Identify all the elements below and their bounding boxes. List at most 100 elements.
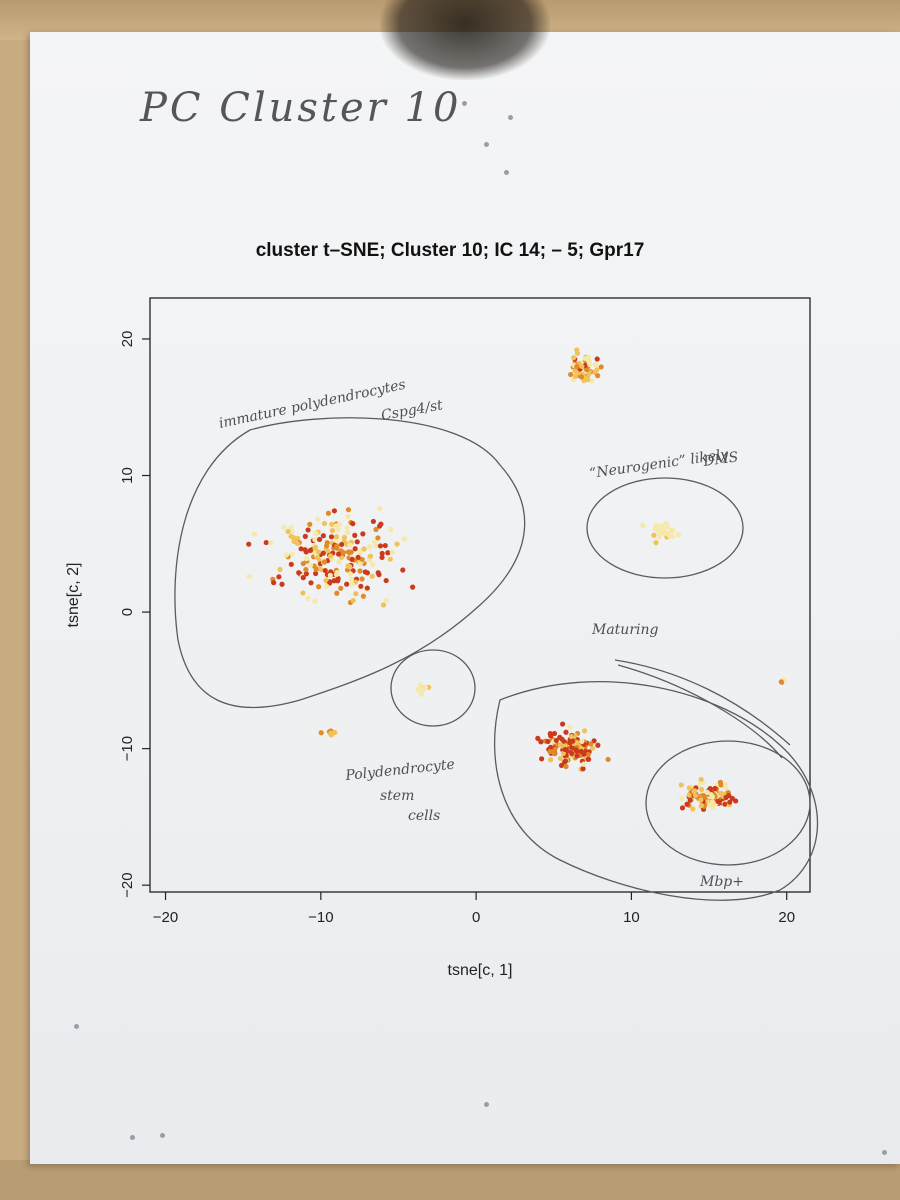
data-point (364, 570, 371, 576)
data-point (359, 576, 365, 582)
data-point (579, 363, 585, 369)
data-point (387, 556, 393, 562)
data-point (373, 526, 379, 533)
data-point (295, 535, 301, 542)
data-point (288, 561, 294, 567)
data-point (574, 753, 580, 759)
data-point (378, 521, 384, 527)
data-point (333, 534, 340, 540)
data-point (305, 527, 311, 533)
data-point (372, 543, 379, 549)
data-point (366, 557, 373, 563)
note-neurogenic-2: DMS (701, 449, 739, 470)
data-point (352, 532, 358, 538)
data-point (360, 531, 366, 537)
data-point (578, 374, 585, 380)
data-point (357, 561, 363, 567)
data-point (296, 570, 302, 576)
data-point (334, 590, 340, 596)
data-point (698, 797, 704, 803)
data-point (335, 527, 341, 533)
data-point (277, 566, 283, 573)
data-point (335, 551, 342, 557)
data-point (690, 806, 696, 812)
data-point (354, 539, 360, 545)
data-point (594, 367, 600, 373)
data-point (572, 368, 578, 374)
data-point (410, 584, 416, 590)
data-point (340, 549, 346, 556)
data-point (778, 679, 784, 685)
data-point (583, 356, 589, 362)
data-point (588, 741, 594, 747)
data-point (307, 547, 313, 553)
data-point (312, 537, 318, 543)
data-point (582, 728, 588, 734)
data-point (339, 541, 345, 548)
x-tick-label: 10 (623, 909, 640, 926)
data-point (591, 738, 597, 744)
data-point (687, 797, 693, 803)
data-point (701, 792, 707, 799)
data-point (545, 738, 551, 745)
data-point (698, 776, 704, 783)
data-point (584, 367, 590, 373)
data-point (679, 805, 686, 811)
data-points (246, 347, 788, 812)
data-point (355, 554, 361, 561)
x-tick-label: −10 (308, 909, 333, 926)
data-point (283, 552, 290, 558)
data-point (352, 546, 358, 552)
data-point (563, 763, 569, 770)
data-point (584, 375, 590, 381)
y-tick-label: 20 (119, 331, 136, 348)
data-point (321, 520, 328, 527)
data-point (367, 553, 374, 559)
data-point (570, 738, 576, 744)
data-point (308, 562, 314, 568)
circle-stem (390, 649, 476, 727)
note-stem-3: cells (408, 808, 440, 824)
data-point (329, 521, 335, 527)
data-point (345, 507, 352, 513)
axis-ticks: −20 −10 0 10 20 −20 −10 0 10 20 (119, 331, 795, 926)
data-point (415, 687, 421, 693)
data-point (344, 581, 350, 587)
data-point (723, 794, 729, 801)
data-point (587, 361, 593, 368)
paper-speck (882, 1150, 887, 1155)
data-point (400, 567, 406, 573)
data-point (333, 571, 340, 577)
data-point (697, 781, 703, 787)
data-point (313, 566, 319, 572)
data-point (285, 528, 291, 535)
data-point (589, 378, 595, 384)
data-point (548, 757, 554, 763)
data-point (366, 544, 372, 550)
paper-speck (160, 1133, 165, 1138)
data-point (708, 791, 714, 798)
data-point (563, 729, 569, 735)
data-point (315, 555, 321, 561)
note-mbp: Mbp+ (699, 874, 744, 890)
data-point (580, 766, 586, 772)
y-axis-title: tsne[c, 2] (65, 563, 82, 628)
data-point (660, 526, 666, 532)
data-point (251, 531, 258, 537)
data-point (357, 568, 363, 574)
data-point (375, 570, 381, 576)
data-point (698, 786, 705, 793)
data-point (298, 546, 304, 552)
data-point (394, 541, 400, 547)
x-tick-label: 0 (472, 909, 480, 926)
data-point (324, 548, 331, 554)
data-point (302, 533, 308, 539)
data-point (288, 524, 294, 530)
data-point (358, 583, 364, 589)
y-tick-label: −10 (119, 736, 136, 761)
data-point (547, 748, 553, 755)
data-point (377, 543, 384, 549)
data-point (246, 573, 252, 580)
data-point (733, 798, 739, 804)
data-point (422, 685, 429, 691)
